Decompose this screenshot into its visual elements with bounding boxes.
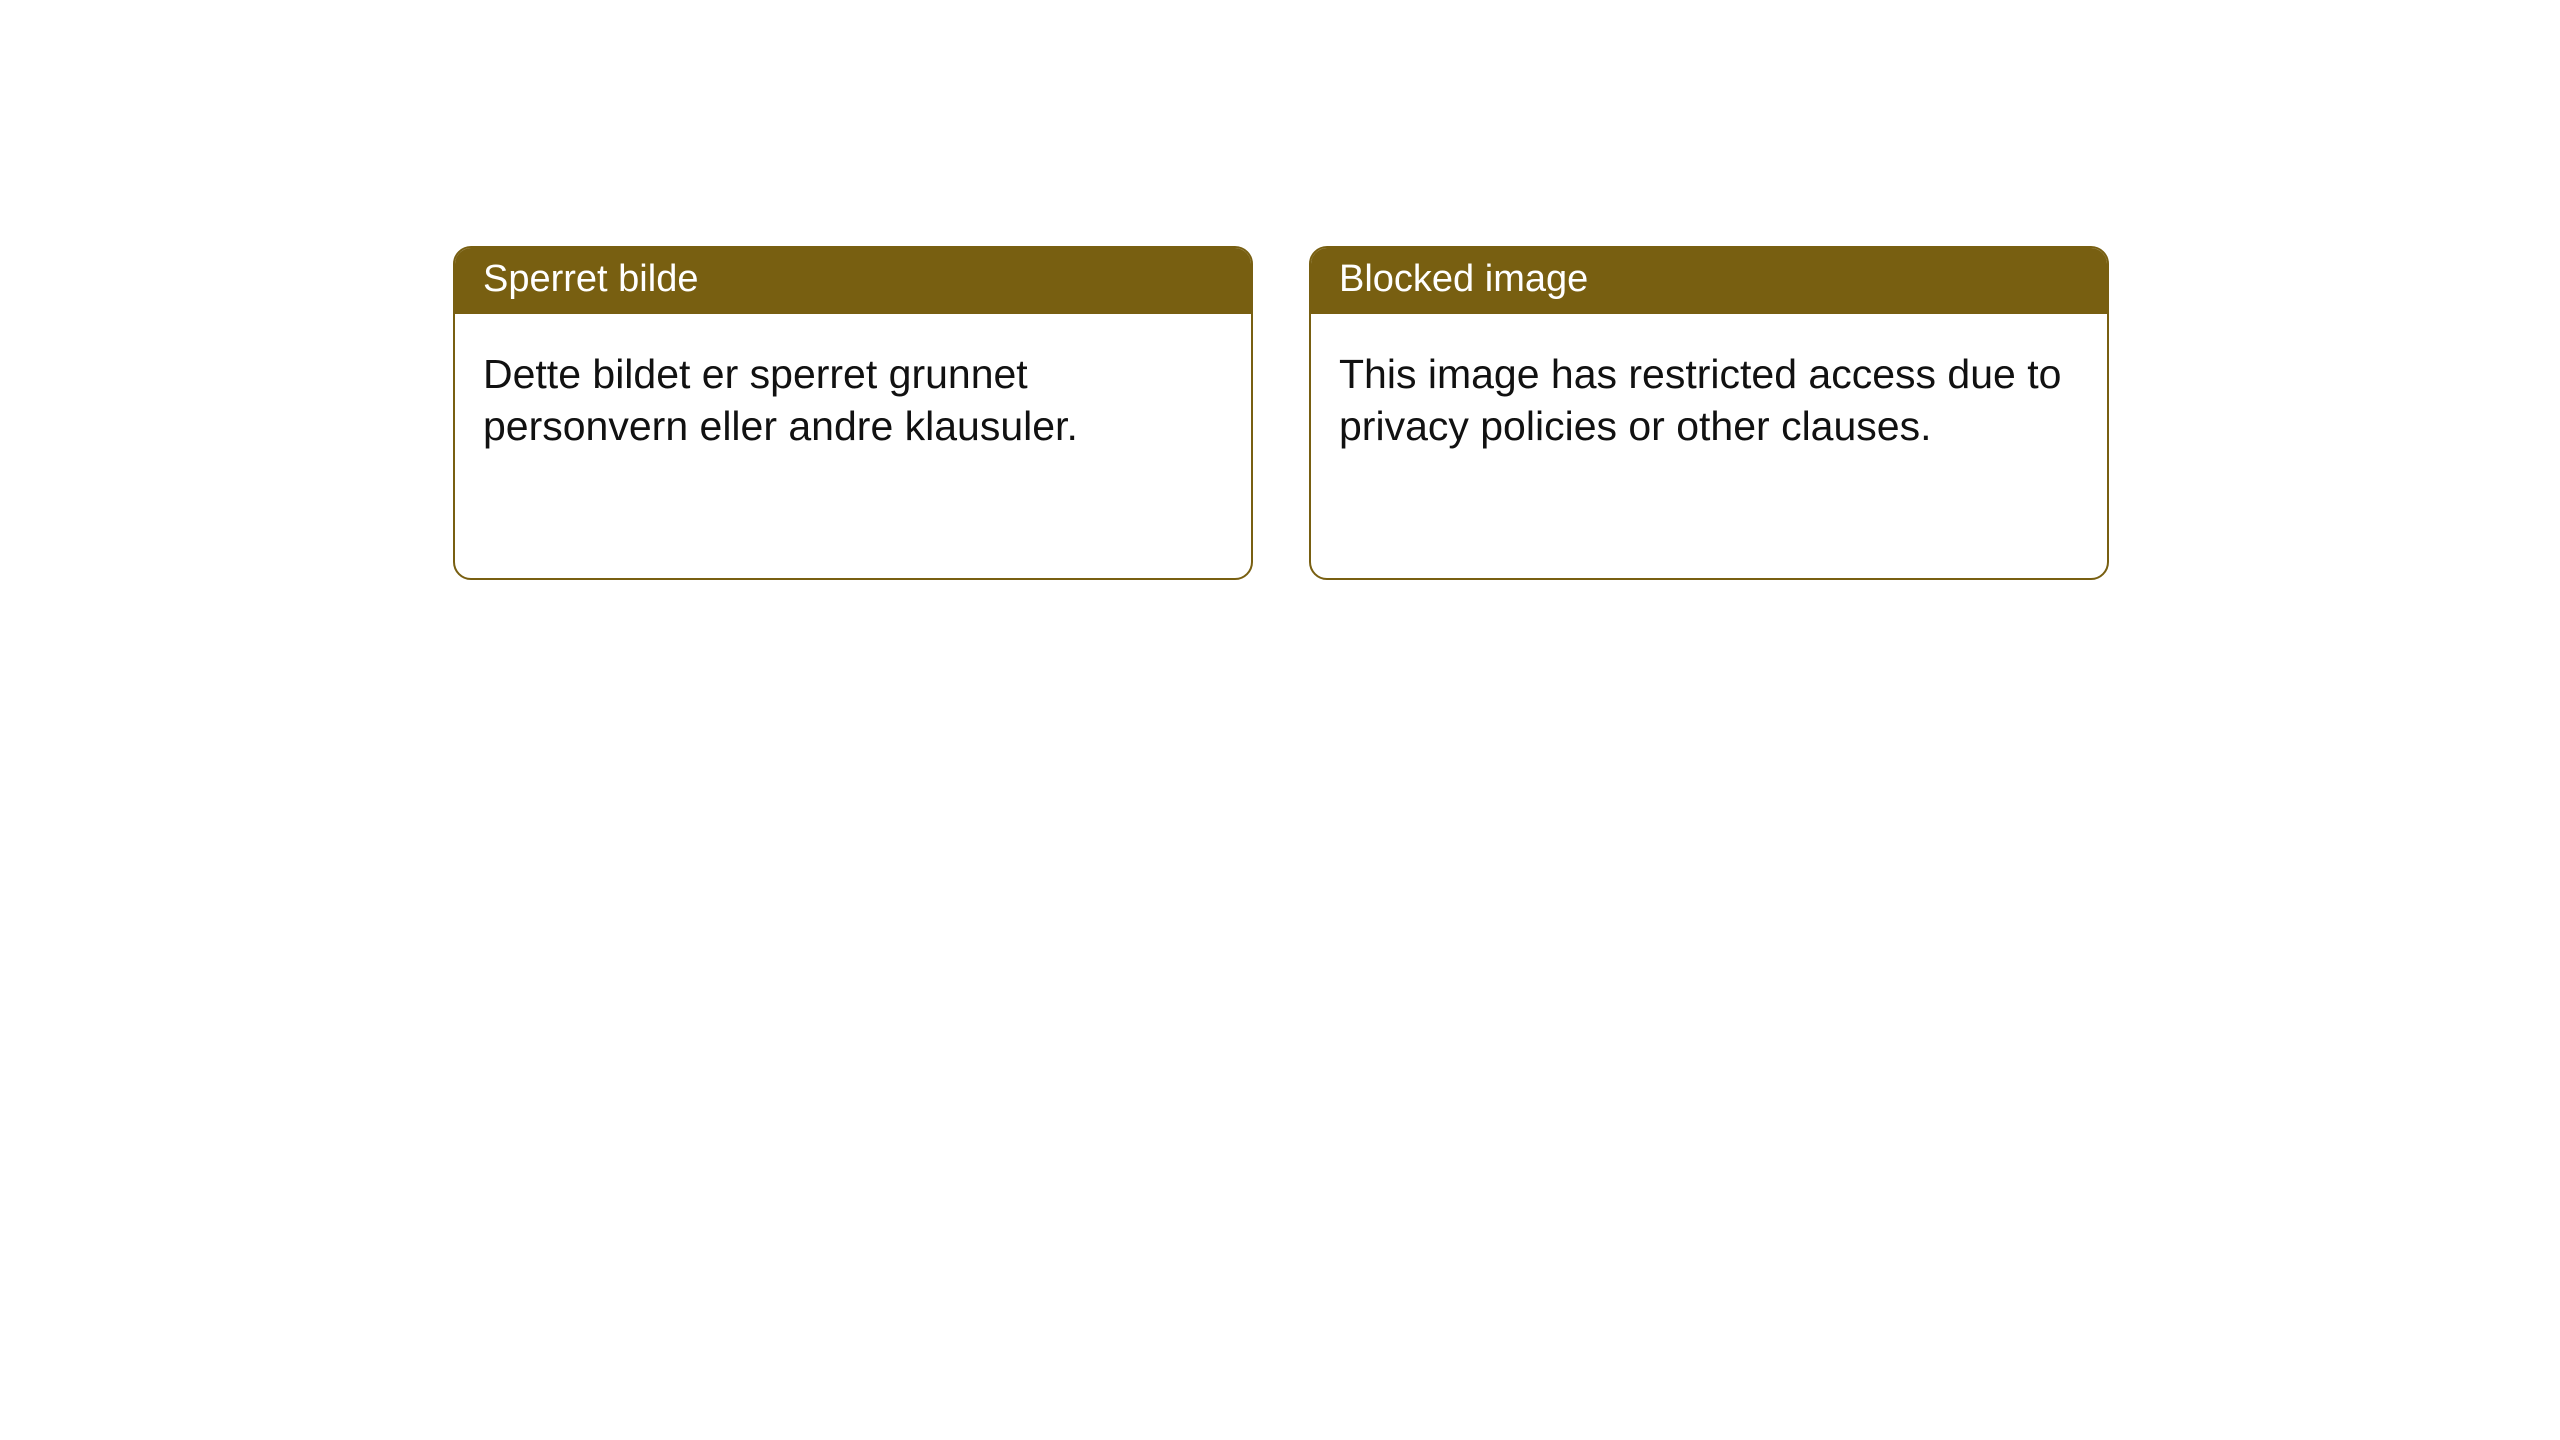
notice-body: This image has restricted access due to … [1311, 314, 2107, 463]
notice-header: Blocked image [1311, 248, 2107, 314]
notice-card-english: Blocked image This image has restricted … [1309, 246, 2109, 580]
notice-body: Dette bildet er sperret grunnet personve… [455, 314, 1251, 463]
notice-header: Sperret bilde [455, 248, 1251, 314]
notice-card-norwegian: Sperret bilde Dette bildet er sperret gr… [453, 246, 1253, 580]
notice-container: Sperret bilde Dette bildet er sperret gr… [0, 0, 2560, 580]
